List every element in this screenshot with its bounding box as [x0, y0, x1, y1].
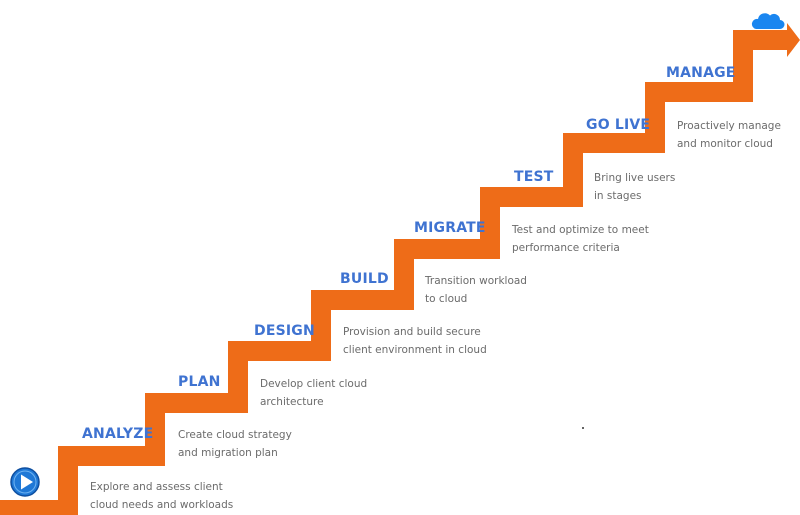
description-line: performance criteria — [512, 242, 620, 254]
step-description-manage: Proactively manage and monitor cloud — [677, 117, 781, 153]
step-title-analyze: ANALYZE — [82, 426, 154, 442]
description-line: Provision and build secure — [343, 326, 481, 338]
description-line: Develop client cloud — [260, 378, 368, 390]
step-description-build: Provision and build secure client enviro… — [343, 323, 487, 359]
description-line: to cloud — [425, 293, 468, 305]
staircase-arrow — [0, 23, 800, 515]
description-line: Proactively manage — [677, 120, 781, 132]
description-line: architecture — [260, 396, 324, 408]
stray-dot — [582, 427, 584, 429]
step-title-plan: PLAN — [178, 374, 221, 390]
description-line: Explore and assess client — [90, 481, 223, 493]
step-title-design: DESIGN — [254, 323, 315, 339]
step-description-design: Develop client cloud architecture — [260, 375, 367, 411]
step-description-migrate: Transition workload to cloud — [425, 272, 527, 308]
description-line: Test and optimize to meet — [512, 224, 649, 236]
step-title-build: BUILD — [340, 271, 389, 287]
description-line: Transition workload — [425, 275, 527, 287]
description-line: and migration plan — [178, 447, 278, 459]
step-title-test: TEST — [514, 169, 554, 185]
cloud-icon — [751, 13, 785, 29]
description-line: Bring live users — [594, 172, 676, 184]
description-line: client environment in cloud — [343, 344, 487, 356]
description-line: and monitor cloud — [677, 138, 773, 150]
step-title-manage: MANAGE — [666, 65, 736, 81]
step-title-go-live: GO LIVE — [586, 117, 651, 133]
description-line: cloud needs and workloads — [90, 499, 234, 511]
step-description-analyze: Explore and assess client cloud needs an… — [90, 478, 233, 514]
description-line: Create cloud strategy — [178, 429, 292, 441]
step-description-test: Test and optimize to meet performance cr… — [512, 221, 649, 257]
play-icon[interactable] — [10, 467, 40, 497]
description-line: in stages — [594, 190, 642, 202]
step-description-plan: Create cloud strategy and migration plan — [178, 426, 292, 462]
step-description-go-live: Bring live users in stages — [594, 169, 675, 205]
step-title-migrate: MIGRATE — [414, 220, 486, 236]
